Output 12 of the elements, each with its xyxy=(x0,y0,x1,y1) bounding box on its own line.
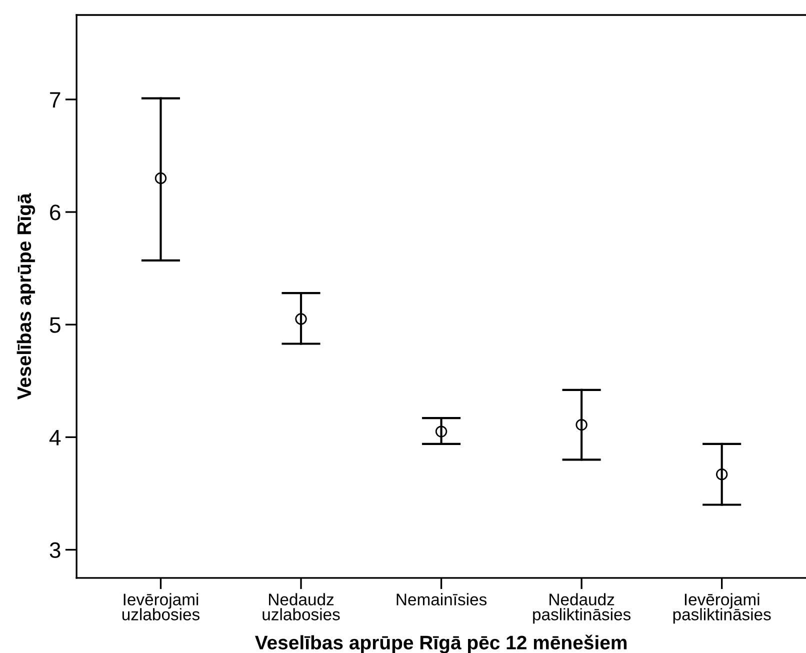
y-axis-title: Veselības aprūpe Rīgā xyxy=(16,193,36,400)
y-tick-label: 3 xyxy=(50,542,60,558)
y-tick-label: 7 xyxy=(50,92,60,108)
y-tick-label: 5 xyxy=(50,317,60,333)
y-tick-label: 6 xyxy=(50,204,60,220)
x-tick-label: Ievērojami pasliktināsies xyxy=(673,593,771,624)
y-tick-label: 4 xyxy=(49,430,61,446)
x-axis-title: Veselības aprūpe Rīgā pēc 12 mēnešiem xyxy=(254,634,627,653)
x-tick-label: Nedaudz pasliktināsies xyxy=(533,593,631,624)
x-tick-label: Ievērojami uzlabosies xyxy=(122,593,200,620)
x-tick-label: Nemainīsies xyxy=(396,593,487,606)
x-tick-label: Nedaudz uzlabosies xyxy=(262,593,340,620)
